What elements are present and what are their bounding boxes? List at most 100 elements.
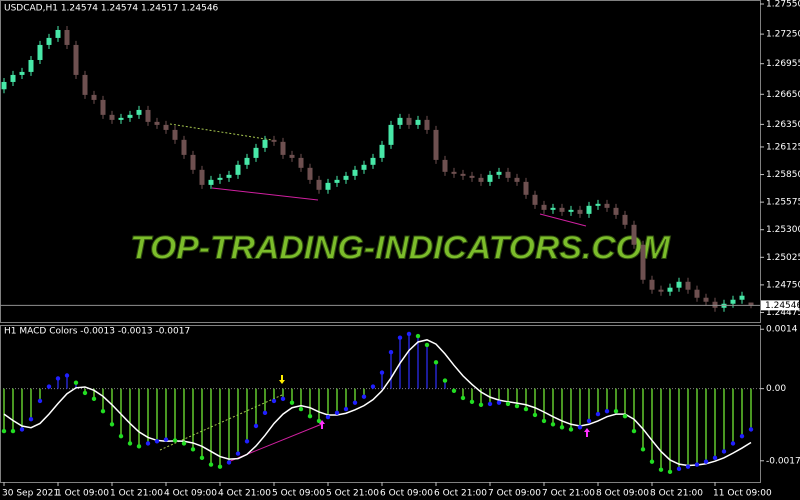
- macd-dot: [523, 406, 529, 412]
- macd-dot: [604, 408, 610, 414]
- candle-body: [217, 177, 223, 180]
- macd-dot: [253, 423, 259, 429]
- candle-body: [550, 207, 556, 210]
- candle-body: [496, 171, 502, 175]
- candle-body: [136, 109, 142, 115]
- candle-body: [532, 194, 538, 205]
- macd-dot: [703, 459, 709, 464]
- macd-dot: [631, 428, 637, 434]
- macd-dot: [496, 400, 502, 405]
- candle-body: [127, 114, 133, 118]
- macd-dot: [397, 335, 403, 340]
- candle-body: [181, 139, 187, 155]
- candle-body: [694, 289, 700, 298]
- macd-dot: [280, 396, 286, 402]
- macd-dot: [406, 331, 412, 337]
- candle-body: [667, 287, 673, 292]
- macd-dot: [541, 418, 547, 424]
- candle-body: [388, 124, 394, 145]
- y-tick-label: 1.27550: [766, 0, 800, 10]
- price-panel: [0, 0, 761, 323]
- buy-arrow: [584, 428, 590, 437]
- y-tick-label: 1.24475: [766, 308, 800, 318]
- candle-body: [28, 59, 34, 72]
- y-tick-label: 1.27250: [766, 30, 800, 40]
- candle-body: [622, 214, 628, 225]
- macd-dot: [100, 408, 106, 414]
- y-tick-label: 1.26125: [766, 142, 800, 152]
- indicator-panel: [0, 325, 761, 483]
- macd-dot: [127, 441, 133, 446]
- macd-dot: [460, 395, 466, 401]
- candle-body: [406, 117, 412, 125]
- candle-body: [298, 157, 304, 168]
- candle-body: [352, 169, 358, 176]
- macd-dot: [694, 462, 700, 467]
- x-tick-label: 1 Oct 09:00: [56, 489, 109, 499]
- macd-dot: [172, 438, 178, 443]
- candle-body: [208, 179, 214, 185]
- macd-dot: [109, 422, 115, 427]
- candle-body: [460, 173, 466, 176]
- y-tick-label: 0.00: [766, 384, 786, 394]
- macd-dot: [118, 433, 124, 439]
- macd-dot: [739, 433, 745, 439]
- candle-body: [307, 167, 313, 180]
- macd-dot: [37, 398, 43, 404]
- y-tick-label: 1.24750: [766, 280, 800, 290]
- candle-body: [280, 141, 286, 155]
- candle-body: [559, 207, 565, 212]
- macd-dot: [352, 400, 358, 405]
- macd-dot: [154, 439, 160, 444]
- macd-dot: [307, 414, 313, 419]
- candle-body: [685, 281, 691, 290]
- macd-dot: [550, 422, 556, 427]
- candle-body: [613, 207, 619, 215]
- candle-body: [514, 177, 520, 182]
- candle-body: [748, 302, 754, 306]
- trend-line: [169, 123, 273, 141]
- candle-body: [82, 74, 88, 95]
- macd-dot: [190, 447, 196, 452]
- macd-dot: [667, 469, 673, 475]
- candle-body: [451, 171, 457, 174]
- candle-body: [343, 175, 349, 180]
- candle-body: [397, 117, 403, 125]
- candle-body: [154, 121, 160, 125]
- candle-body: [325, 182, 331, 190]
- macd-dot: [658, 467, 664, 472]
- candle-body: [604, 203, 610, 208]
- candle-body: [199, 169, 205, 185]
- macd-dot: [271, 398, 277, 404]
- candle-body: [55, 29, 61, 38]
- macd-dot: [721, 449, 727, 454]
- candle-body: [676, 281, 682, 288]
- macd-dot: [298, 406, 304, 412]
- macd-dot: [316, 418, 322, 424]
- macd-dot: [559, 425, 565, 430]
- x-tick-label: 4 Oct 09:00: [164, 489, 217, 499]
- candle-body: [289, 154, 295, 158]
- candle-body: [631, 224, 637, 245]
- candle-body: [379, 144, 385, 158]
- candle-body: [730, 299, 736, 304]
- y-tick-label: 1.25025: [766, 253, 800, 263]
- candle-body: [244, 157, 250, 165]
- watermark: TOP-TRADING-INDICATORS.COM: [130, 229, 671, 265]
- x-tick-label: 5 Oct 09:00: [272, 489, 325, 499]
- candle-body: [271, 139, 277, 142]
- sell-arrow: [279, 375, 285, 384]
- macd-dot: [334, 410, 340, 416]
- macd-dot: [748, 427, 754, 432]
- candle-body: [316, 179, 322, 190]
- macd-dot: [424, 342, 430, 348]
- candle-body: [226, 174, 232, 178]
- divergence-line: [211, 187, 319, 201]
- macd-dot: [361, 394, 367, 399]
- y-tick-label: 0.0014: [766, 325, 798, 335]
- candle-body: [442, 159, 448, 172]
- candle-body: [163, 124, 169, 130]
- x-tick-label: 7 Oct 09:00: [488, 489, 541, 499]
- macd-dot: [262, 410, 268, 416]
